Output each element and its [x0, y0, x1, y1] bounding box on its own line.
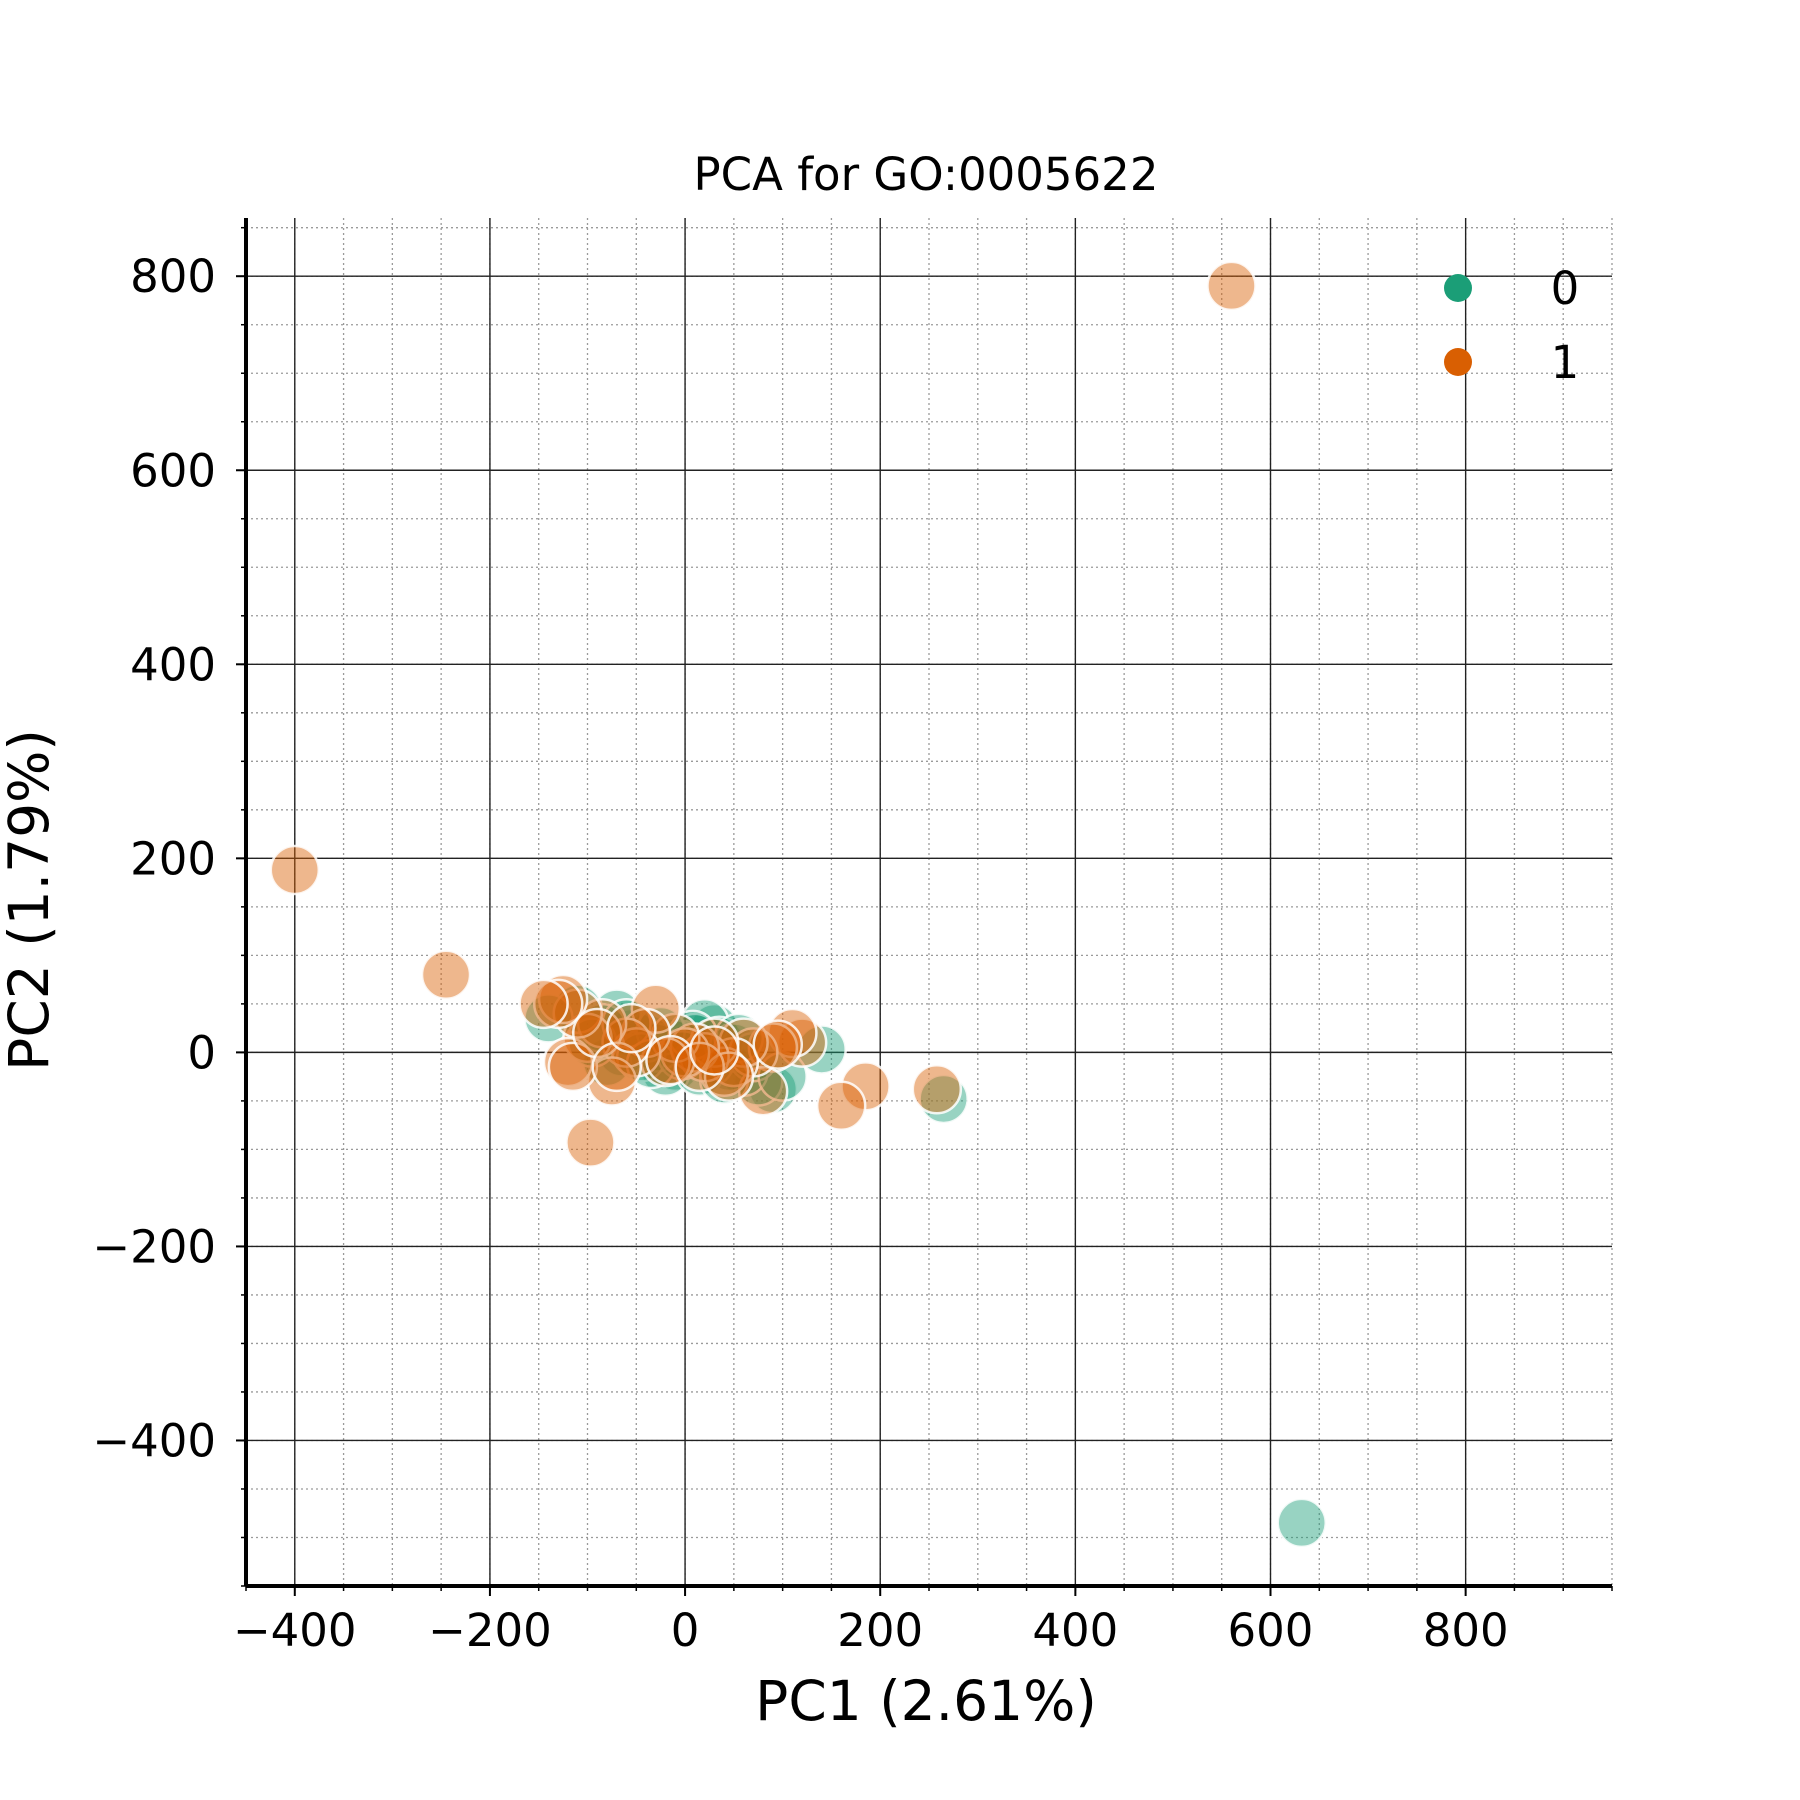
data-point-series-1: [689, 1025, 740, 1076]
y-tick-label: 0: [187, 1026, 216, 1079]
data-point-series-1: [815, 1080, 867, 1131]
data-point-series-1: [703, 1051, 755, 1102]
data-point-series-1: [565, 1117, 616, 1168]
y-tick-label: 200: [130, 832, 216, 885]
tick-labels: −400 −200 0 200 400 600 800 −400 −200 0 200 400 600 8…: [92, 250, 1508, 1657]
legend-marker-1: [1444, 348, 1472, 376]
data-point-series-1: [1206, 260, 1257, 312]
chart-title: PCA for GO:0005622: [694, 148, 1159, 201]
y-tick-label: 600: [130, 444, 216, 497]
major-grid: [246, 218, 1612, 1586]
y-tick-label: −200: [92, 1220, 216, 1273]
data-point-series-0: [1276, 1497, 1327, 1549]
data-point-series-1: [674, 1041, 725, 1093]
x-tick-label: −400: [233, 1604, 357, 1657]
legend-marker-0: [1444, 274, 1472, 302]
data-point-series-1: [269, 844, 321, 896]
data-point-series-1: [606, 1002, 657, 1054]
x-tick-label: 400: [1032, 1604, 1118, 1657]
y-tick-label: 800: [130, 250, 216, 303]
y-tick-label: 400: [130, 638, 216, 691]
legend: 01: [1444, 262, 1579, 389]
data-point-series-0: [918, 1073, 969, 1125]
x-tick-label: 200: [837, 1604, 923, 1657]
data-point-series-1: [532, 978, 584, 1030]
y-axis-label: PC2 (1.79%): [0, 729, 61, 1071]
y-tick-label: −400: [92, 1414, 216, 1467]
legend-label-1: 1: [1551, 336, 1580, 389]
data-point-series-1: [591, 1041, 643, 1093]
x-tick-label: 0: [671, 1604, 700, 1657]
x-tick-label: −200: [428, 1604, 552, 1657]
data-point-series-1: [420, 949, 472, 1001]
data-points: [269, 260, 1327, 1549]
x-axis-label: PC1 (2.61%): [755, 1669, 1097, 1733]
legend-label-0: 0: [1551, 262, 1580, 315]
minor-grid: [245, 218, 1613, 1587]
data-point-series-1: [518, 978, 569, 1030]
x-tick-label: 600: [1228, 1604, 1314, 1657]
data-point-series-1: [911, 1064, 963, 1115]
data-point-series-1: [645, 1034, 696, 1086]
data-point-series-1: [752, 1019, 804, 1070]
x-tick-label: 800: [1423, 1604, 1509, 1657]
axes: [236, 218, 1613, 1596]
